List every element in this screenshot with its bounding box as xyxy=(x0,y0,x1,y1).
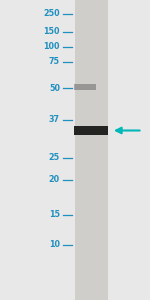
Bar xyxy=(75,0,108,300)
Text: 10: 10 xyxy=(49,240,60,249)
Text: 37: 37 xyxy=(49,116,60,124)
Text: 20: 20 xyxy=(49,176,60,184)
Text: 75: 75 xyxy=(49,57,60,66)
Text: 15: 15 xyxy=(49,210,60,219)
Text: 50: 50 xyxy=(49,84,60,93)
Text: 150: 150 xyxy=(44,27,60,36)
Text: 250: 250 xyxy=(43,9,60,18)
Bar xyxy=(74,126,108,135)
Text: 25: 25 xyxy=(49,153,60,162)
Bar xyxy=(74,84,96,90)
Text: 100: 100 xyxy=(44,42,60,51)
